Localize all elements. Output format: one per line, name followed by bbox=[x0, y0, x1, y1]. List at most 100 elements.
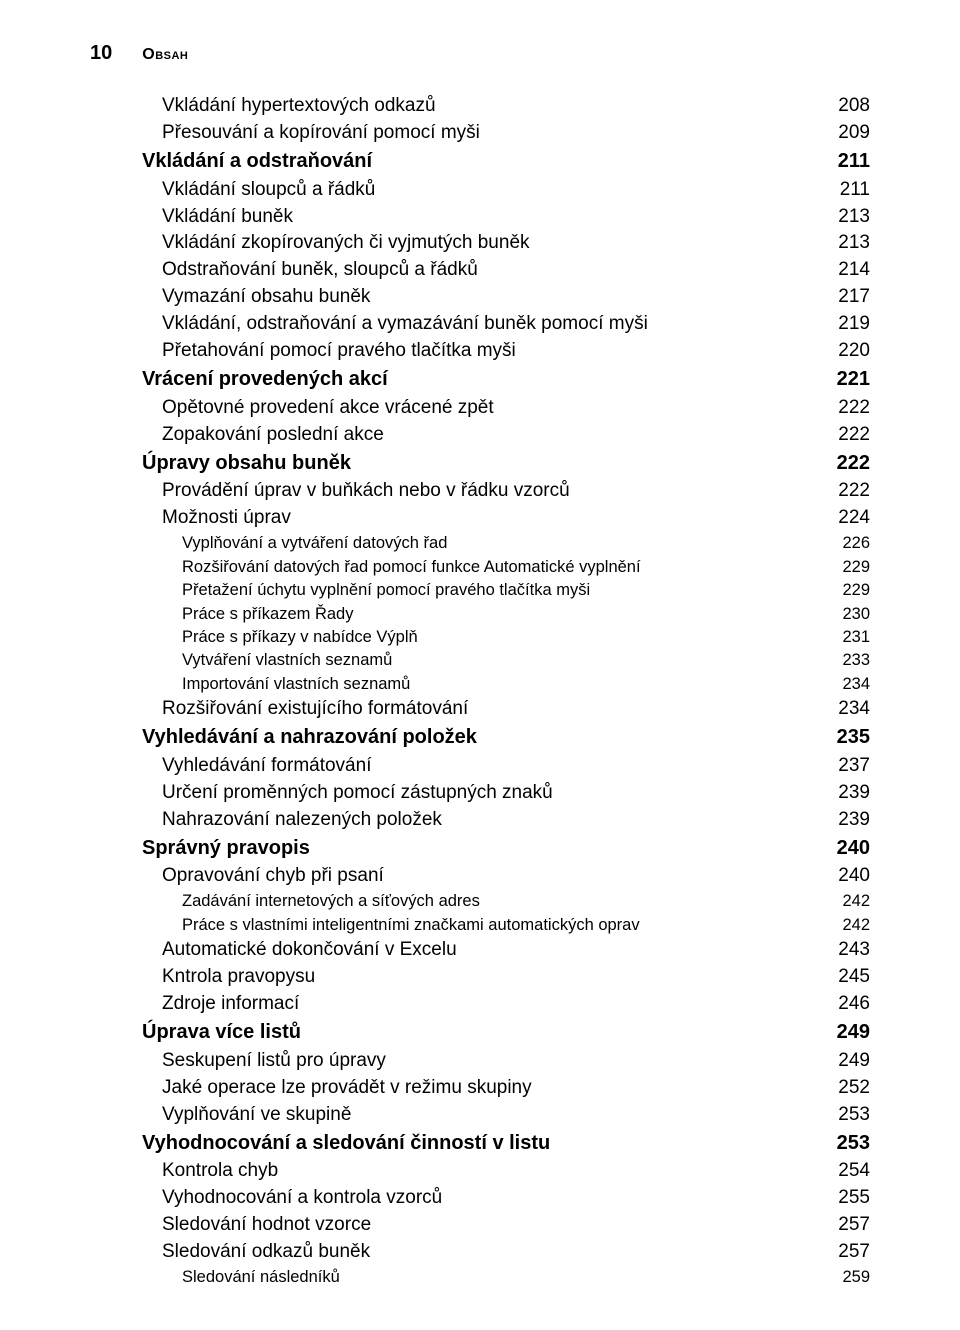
toc-entry: Rozšiřování datových řad pomocí funkce A… bbox=[142, 556, 870, 579]
toc-entry-label: Sledování hodnot vzorce bbox=[162, 1212, 822, 1239]
toc-entry-label: Automatické dokončování v Excelu bbox=[162, 937, 822, 964]
toc-entry-label: Zadávání internetových a síťových adres bbox=[182, 890, 822, 913]
toc-entry-label: Vyhledávání formátování bbox=[162, 753, 822, 780]
toc-entry-label: Možnosti úprav bbox=[162, 505, 822, 532]
toc-entry-label: Přetahování pomocí pravého tlačítka myši bbox=[162, 338, 822, 365]
toc-entry: Přetahování pomocí pravého tlačítka myši… bbox=[142, 338, 870, 365]
toc-entry-page: 257 bbox=[822, 1212, 870, 1239]
toc-entry-label: Provádění úprav v buňkách nebo v řádku v… bbox=[162, 478, 822, 505]
toc-entry-page: 231 bbox=[822, 626, 870, 649]
toc-entry: Vytváření vlastních seznamů233 bbox=[142, 649, 870, 672]
toc-entry: Práce s vlastními inteligentními značkam… bbox=[142, 914, 870, 937]
toc-entry-page: 233 bbox=[822, 649, 870, 672]
toc-entry-label: Práce s vlastními inteligentními značkam… bbox=[182, 914, 822, 937]
toc-entry: Zdroje informací246 bbox=[142, 991, 870, 1018]
toc-entry: Rozšiřování existujícího formátování234 bbox=[142, 696, 870, 723]
toc-entry-label: Vkládání hypertextových odkazů bbox=[162, 93, 822, 120]
toc-entry-page: 252 bbox=[822, 1075, 870, 1102]
toc-entry-page: 229 bbox=[822, 579, 870, 602]
toc-entry-label: Opravování chyb při psaní bbox=[162, 863, 822, 890]
toc-entry: Vkládání a odstraňování211 bbox=[142, 147, 870, 177]
toc-entry-page: 246 bbox=[822, 991, 870, 1018]
toc-entry-page: 239 bbox=[822, 807, 870, 834]
toc-entry: Vyhledávání a nahrazování položek235 bbox=[142, 723, 870, 753]
toc-entry: Vyplňování a vytváření datových řad226 bbox=[142, 532, 870, 555]
toc-entry-label: Vyplňování ve skupině bbox=[162, 1102, 822, 1129]
toc-entry-label: Vyhodnocování a kontrola vzorců bbox=[162, 1185, 822, 1212]
toc-entry-label: Úpravy obsahu buněk bbox=[142, 449, 822, 479]
toc-entry: Opravování chyb při psaní240 bbox=[142, 863, 870, 890]
toc-entry-page: 213 bbox=[822, 204, 870, 231]
toc-entry-label: Vyhledávání a nahrazování položek bbox=[142, 723, 822, 753]
toc-entry-label: Odstraňování buněk, sloupců a řádků bbox=[162, 257, 822, 284]
toc-entry-label: Vyplňování a vytváření datových řad bbox=[182, 532, 822, 555]
toc-entry: Kntrola pravopysu245 bbox=[142, 964, 870, 991]
table-of-contents: Vkládání hypertextových odkazů208Přesouv… bbox=[90, 93, 870, 1290]
toc-entry-label: Zopakování poslední akce bbox=[162, 422, 822, 449]
toc-entry: Sledování odkazů buněk257 bbox=[142, 1239, 870, 1266]
toc-entry-page: 221 bbox=[822, 365, 870, 395]
toc-entry-page: 253 bbox=[822, 1102, 870, 1129]
toc-entry-page: 217 bbox=[822, 284, 870, 311]
toc-entry-page: 235 bbox=[822, 723, 870, 753]
toc-entry-label: Určení proměnných pomocí zástupných znak… bbox=[162, 780, 822, 807]
toc-entry-page: 214 bbox=[822, 257, 870, 284]
toc-entry: Úprava více listů249 bbox=[142, 1018, 870, 1048]
toc-entry-page: 226 bbox=[822, 532, 870, 555]
toc-entry: Jaké operace lze provádět v režimu skupi… bbox=[142, 1075, 870, 1102]
toc-entry-page: 211 bbox=[822, 147, 870, 177]
toc-entry-label: Práce s příkazy v nabídce Výplň bbox=[182, 626, 822, 649]
toc-entry-label: Vymazání obsahu buněk bbox=[162, 284, 822, 311]
toc-entry-page: 249 bbox=[822, 1018, 870, 1048]
toc-entry-label: Seskupení listů pro úpravy bbox=[162, 1048, 822, 1075]
toc-entry: Určení proměnných pomocí zástupných znak… bbox=[142, 780, 870, 807]
toc-entry: Práce s příkazy v nabídce Výplň231 bbox=[142, 626, 870, 649]
toc-entry: Vkládání hypertextových odkazů208 bbox=[142, 93, 870, 120]
toc-entry: Provádění úprav v buňkách nebo v řádku v… bbox=[142, 478, 870, 505]
toc-entry-page: 222 bbox=[822, 422, 870, 449]
toc-entry: Odstraňování buněk, sloupců a řádků214 bbox=[142, 257, 870, 284]
toc-entry: Správný pravopis240 bbox=[142, 834, 870, 864]
toc-entry-page: 243 bbox=[822, 937, 870, 964]
toc-entry-label: Kontrola chyb bbox=[162, 1158, 822, 1185]
toc-entry-label: Práce s příkazem Řady bbox=[182, 603, 822, 626]
toc-entry-label: Přesouvání a kopírování pomocí myši bbox=[162, 120, 822, 147]
toc-entry: Seskupení listů pro úpravy249 bbox=[142, 1048, 870, 1075]
toc-entry-page: 242 bbox=[822, 914, 870, 937]
toc-entry: Automatické dokončování v Excelu243 bbox=[142, 937, 870, 964]
toc-entry-label: Vkládání sloupců a řádků bbox=[162, 177, 822, 204]
toc-entry-page: 254 bbox=[822, 1158, 870, 1185]
toc-entry: Vymazání obsahu buněk217 bbox=[142, 284, 870, 311]
toc-entry: Vyhodnocování a kontrola vzorců255 bbox=[142, 1185, 870, 1212]
toc-entry: Sledování následníků259 bbox=[142, 1266, 870, 1289]
toc-entry: Vrácení provedených akcí221 bbox=[142, 365, 870, 395]
toc-entry: Vkládání, odstraňování a vymazávání buně… bbox=[142, 311, 870, 338]
toc-entry-label: Nahrazování nalezených položek bbox=[162, 807, 822, 834]
toc-entry-label: Sledování následníků bbox=[182, 1266, 822, 1289]
toc-entry-label: Úprava více listů bbox=[142, 1018, 822, 1048]
toc-entry-page: 249 bbox=[822, 1048, 870, 1075]
toc-entry-label: Rozšiřování datových řad pomocí funkce A… bbox=[182, 556, 822, 579]
toc-entry: Opětovné provedení akce vrácené zpět222 bbox=[142, 395, 870, 422]
toc-entry-label: Vrácení provedených akcí bbox=[142, 365, 822, 395]
toc-entry: Přesouvání a kopírování pomocí myši209 bbox=[142, 120, 870, 147]
toc-entry-page: 229 bbox=[822, 556, 870, 579]
page-number: 10 bbox=[90, 42, 112, 65]
toc-entry-page: 255 bbox=[822, 1185, 870, 1212]
toc-entry-page: 213 bbox=[822, 230, 870, 257]
toc-entry-page: 209 bbox=[822, 120, 870, 147]
toc-entry: Vyplňování ve skupině253 bbox=[142, 1102, 870, 1129]
toc-entry: Vyhledávání formátování237 bbox=[142, 753, 870, 780]
toc-entry-label: Vkládání a odstraňování bbox=[142, 147, 822, 177]
toc-entry-label: Importování vlastních seznamů bbox=[182, 673, 822, 696]
toc-entry-page: 222 bbox=[822, 395, 870, 422]
toc-entry-label: Vkládání buněk bbox=[162, 204, 822, 231]
toc-entry-label: Jaké operace lze provádět v režimu skupi… bbox=[162, 1075, 822, 1102]
toc-entry-page: 208 bbox=[822, 93, 870, 120]
toc-entry-label: Přetažení úchytu vyplnění pomocí pravého… bbox=[182, 579, 822, 602]
toc-entry: Zadávání internetových a síťových adres2… bbox=[142, 890, 870, 913]
toc-entry: Zopakování poslední akce222 bbox=[142, 422, 870, 449]
toc-entry-page: 240 bbox=[822, 863, 870, 890]
toc-entry-page: 240 bbox=[822, 834, 870, 864]
toc-entry-page: 234 bbox=[822, 696, 870, 723]
